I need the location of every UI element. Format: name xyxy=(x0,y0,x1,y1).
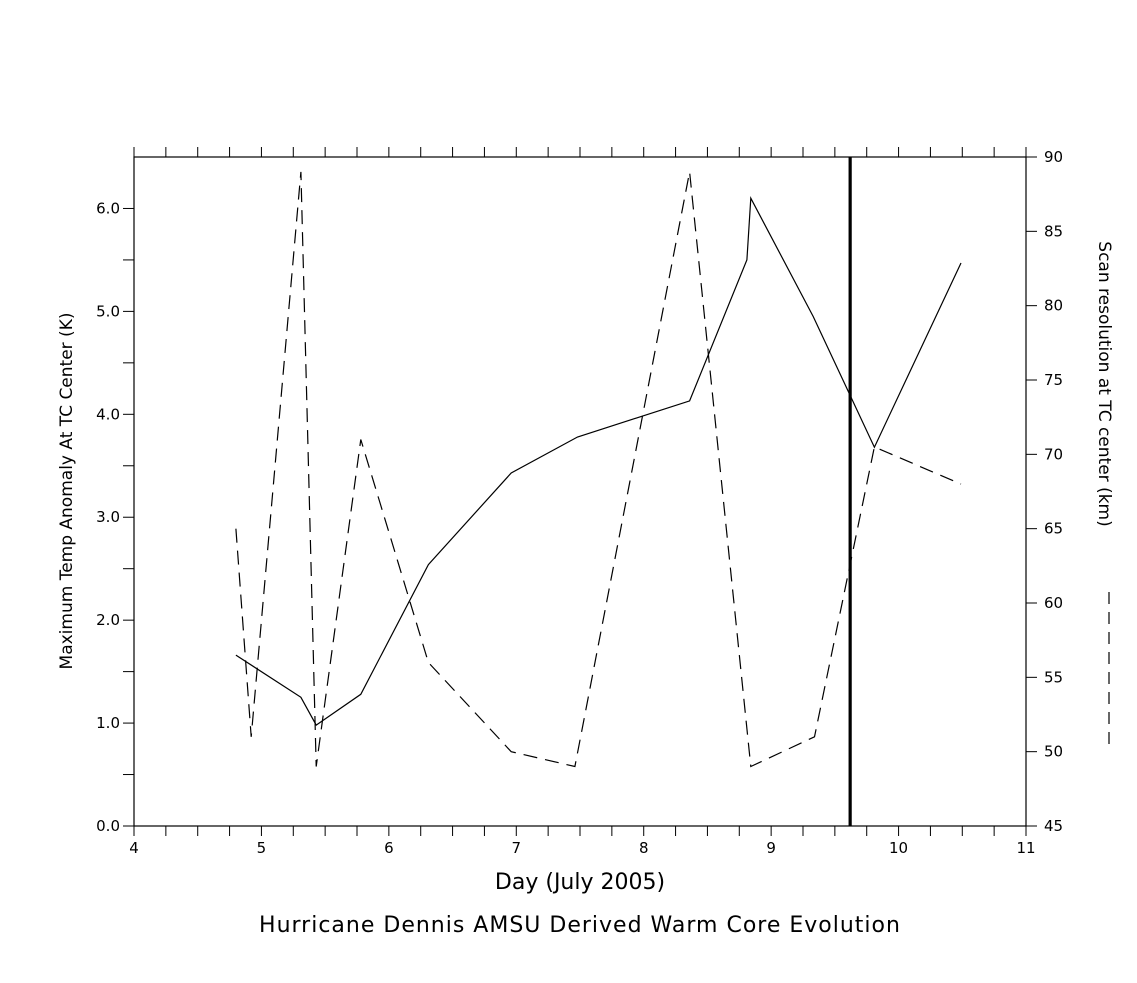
plot-frame xyxy=(133,156,1027,827)
x-tick-label: 5 xyxy=(257,839,267,857)
y2-tick-label: 80 xyxy=(1044,297,1063,315)
y-tick-label: 2.0 xyxy=(96,611,120,629)
y2-tick-label: 65 xyxy=(1044,520,1063,538)
x-tick-label: 6 xyxy=(384,839,394,857)
x-tick-label: 4 xyxy=(129,839,139,857)
y2-tick-label: 50 xyxy=(1044,743,1063,761)
x-tick-label: 10 xyxy=(889,839,908,857)
y2-tick-label: 75 xyxy=(1044,371,1063,389)
x-tick-label: 7 xyxy=(512,839,522,857)
y-tick-label: 1.0 xyxy=(96,714,120,732)
y-tick-label: 6.0 xyxy=(96,199,120,217)
y2-tick-label: 90 xyxy=(1044,148,1063,166)
y-axis-title: Maximum Temp Anomaly At TC Center (K) xyxy=(57,313,77,670)
x-tick-label: 9 xyxy=(766,839,776,857)
y2-tick-label: 70 xyxy=(1044,445,1063,463)
y-tick-label: 4.0 xyxy=(96,405,120,423)
scan-resolution-line xyxy=(235,171,962,768)
x-axis-title: Day (July 2005) xyxy=(495,870,665,895)
y2-tick-label: 45 xyxy=(1044,817,1063,835)
y-tick-label: 3.0 xyxy=(96,508,120,526)
y2-tick-label: 55 xyxy=(1044,668,1063,686)
y2-tick-label: 85 xyxy=(1044,222,1063,240)
chart-title: Hurricane Dennis AMSU Derived Warm Core … xyxy=(259,913,901,938)
x-tick-label: 11 xyxy=(1016,839,1035,857)
y-tick-label: 5.0 xyxy=(96,302,120,320)
y-tick-label: 0.0 xyxy=(96,817,120,835)
y2-axis-title: Scan resolution at TC center (km) xyxy=(1094,241,1114,526)
x-tick-label: 8 xyxy=(639,839,649,857)
y2-tick-label: 60 xyxy=(1044,594,1063,612)
temp-anomaly-line xyxy=(235,196,962,726)
